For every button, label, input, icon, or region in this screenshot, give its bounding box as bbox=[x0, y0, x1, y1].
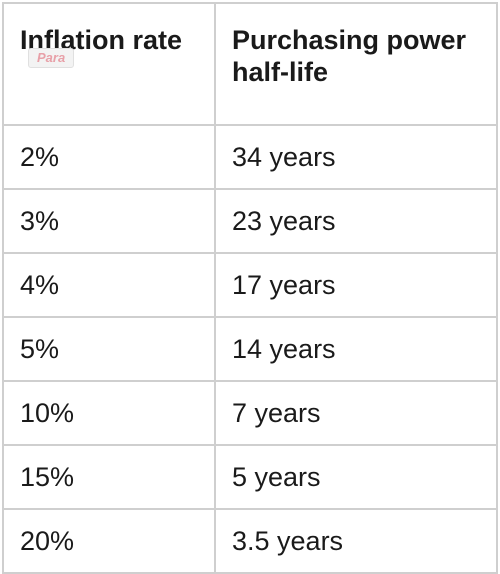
cell-rate: 20% bbox=[2, 508, 216, 574]
cell-half-life: 23 years bbox=[214, 188, 498, 254]
table-row: 4% 17 years bbox=[2, 252, 498, 318]
cell-rate: 2% bbox=[2, 124, 216, 190]
cell-rate: 10% bbox=[2, 380, 216, 446]
watermark-stamp: Para bbox=[28, 48, 75, 68]
cell-half-life: 5 years bbox=[214, 444, 498, 510]
cell-half-life: 34 years bbox=[214, 124, 498, 190]
table-row: 10% 7 years bbox=[2, 380, 498, 446]
cell-half-life: 14 years bbox=[214, 316, 498, 382]
cell-rate: 3% bbox=[2, 188, 216, 254]
table-row: 15% 5 years bbox=[2, 444, 498, 510]
header-half-life-label: Purchasing power half-life bbox=[232, 25, 467, 87]
cell-rate: 5% bbox=[2, 316, 216, 382]
cell-rate: 15% bbox=[2, 444, 216, 510]
cell-half-life: 7 years bbox=[214, 380, 498, 446]
table-row: 3% 23 years bbox=[2, 188, 498, 254]
cell-half-life: 17 years bbox=[214, 252, 498, 318]
table-row: 2% 34 years bbox=[2, 124, 498, 190]
cell-rate: 4% bbox=[2, 252, 216, 318]
table-row: 5% 14 years bbox=[2, 316, 498, 382]
header-inflation-rate: Inflation rate Para bbox=[2, 2, 216, 126]
table-row: 20% 3.5 years bbox=[2, 508, 498, 574]
header-purchasing-power-half-life: Purchasing power half-life bbox=[214, 2, 498, 126]
table-header-row: Inflation rate Para Purchasing power hal… bbox=[2, 2, 498, 126]
cell-half-life: 3.5 years bbox=[214, 508, 498, 574]
